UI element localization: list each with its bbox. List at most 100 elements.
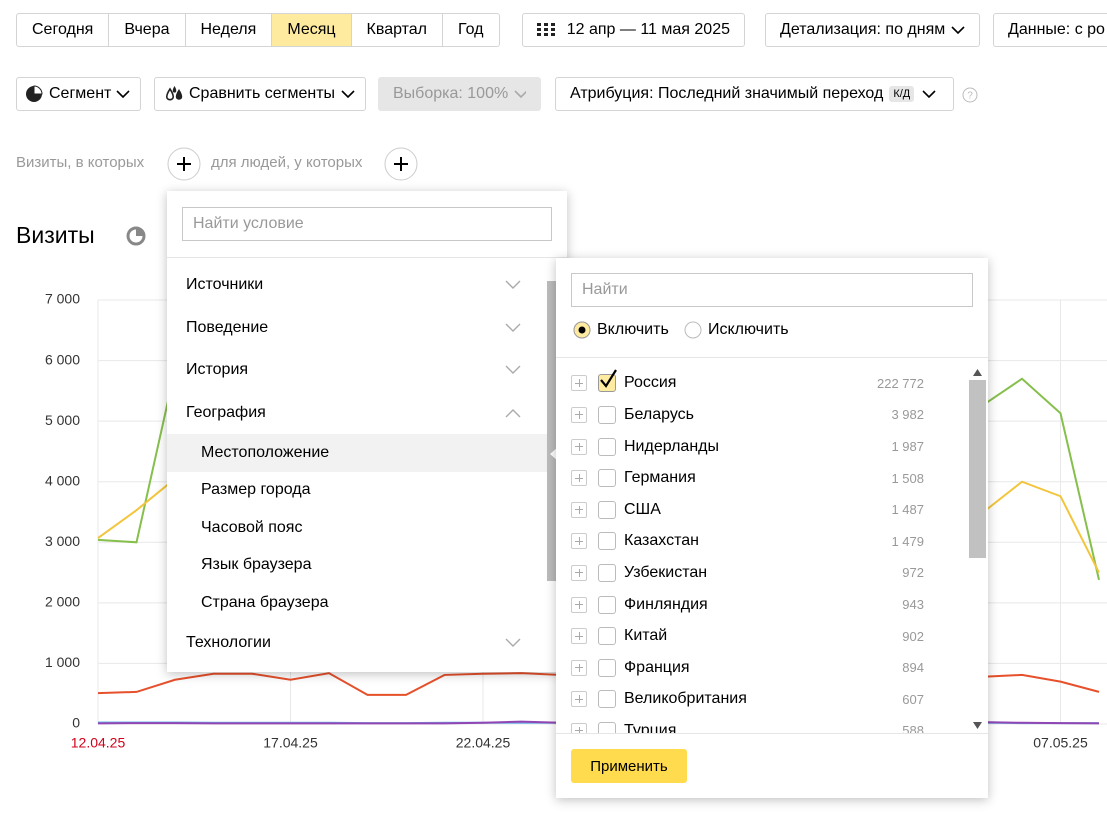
expand-icon[interactable] xyxy=(571,659,587,676)
value-row[interactable]: Казахстан 1 479 xyxy=(556,526,968,558)
condition-item[interactable]: Местоположение xyxy=(167,434,547,472)
radio-ring xyxy=(684,321,702,339)
expand-icon[interactable] xyxy=(571,470,587,487)
value-name: Китай xyxy=(624,627,668,645)
sample-button: Выборка: 100% xyxy=(378,77,541,111)
value-search[interactable]: Найти xyxy=(571,273,973,307)
expand-icon[interactable] xyxy=(571,501,587,518)
condition-item[interactable]: Страна браузера xyxy=(201,593,329,611)
checkbox[interactable] xyxy=(598,532,616,551)
compare-button[interactable]: Сравнить сегменты xyxy=(154,77,366,111)
checkbox[interactable] xyxy=(598,563,616,582)
drops-icon xyxy=(166,86,183,101)
expand-icon[interactable] xyxy=(571,375,587,392)
sample-label: Выборка: 100% xyxy=(393,85,509,102)
period-button[interactable]: Сегодня xyxy=(17,14,110,46)
value-row[interactable]: США 1 487 xyxy=(556,494,968,526)
expand-icon[interactable] xyxy=(571,533,587,550)
period-button[interactable]: Год xyxy=(458,21,484,38)
y-tick-label: 2 000 xyxy=(45,594,80,610)
period-button[interactable]: Вчера xyxy=(109,14,186,46)
date-range-button[interactable]: 12 апр — 11 мая 2025 xyxy=(522,13,745,47)
condition-search[interactable]: Найти условие xyxy=(182,207,552,241)
expand-icon[interactable] xyxy=(571,691,587,708)
value-name: Россия xyxy=(624,374,677,392)
detail-button[interactable]: Детализация: по дням xyxy=(765,13,980,47)
check-mark xyxy=(600,369,617,389)
checkbox[interactable] xyxy=(598,500,616,519)
x-tick-label: 12.04.25 xyxy=(71,735,126,751)
data-source-button[interactable]: Данные: с ро xyxy=(993,13,1107,47)
checkbox[interactable] xyxy=(598,369,617,393)
checkbox[interactable] xyxy=(598,405,616,424)
period-button[interactable]: Неделя xyxy=(186,14,273,46)
add-visit-condition[interactable] xyxy=(167,147,201,181)
value-row[interactable]: Россия 222 772 xyxy=(556,368,968,400)
attribution-button[interactable]: Атрибуция: Последний значимый переход К/… xyxy=(555,77,954,111)
condition-item[interactable]: Часовой пояс xyxy=(201,518,303,536)
checkbox[interactable] xyxy=(598,595,616,614)
period-button[interactable]: Квартал xyxy=(352,14,444,46)
series-line xyxy=(97,672,1100,696)
expand-icon[interactable] xyxy=(571,564,587,581)
series-line xyxy=(97,369,1100,581)
expand-icon[interactable] xyxy=(571,438,587,455)
value-row[interactable]: Германия 1 508 xyxy=(556,462,968,494)
checkbox[interactable] xyxy=(598,437,616,456)
value-count: 607 xyxy=(902,691,924,707)
condition-item[interactable]: Размер города xyxy=(201,481,311,499)
checkbox[interactable] xyxy=(598,469,616,488)
period-button[interactable]: Месяц xyxy=(272,14,352,46)
scrollbar[interactable] xyxy=(547,281,556,581)
value-row[interactable]: Китай 902 xyxy=(556,620,968,652)
date-range: 12 апр — 11 мая 2025 xyxy=(566,21,730,38)
expand-icon[interactable] xyxy=(571,406,587,423)
condition-group[interactable]: География xyxy=(167,392,547,435)
checkbox[interactable] xyxy=(598,721,616,733)
compare-label: Сравнить сегменты xyxy=(188,85,336,102)
condition-group[interactable]: История xyxy=(167,349,547,392)
group-label: Поведение xyxy=(186,318,269,336)
expand-icon[interactable] xyxy=(571,722,587,733)
add-people-condition[interactable] xyxy=(384,147,418,181)
checkbox[interactable] xyxy=(598,627,616,646)
exclude-option[interactable]: Исключить xyxy=(684,321,789,339)
value-list: Россия 222 772 Беларусь 3 982 Нидерланды 1 98… xyxy=(556,365,968,733)
value-row[interactable]: Финляндия 943 xyxy=(556,589,968,621)
series-line xyxy=(97,720,1100,725)
divider xyxy=(556,357,988,358)
conditions-menu: Найти условие Источники Поведение История Г… xyxy=(167,191,567,672)
sampling-icon[interactable] xyxy=(126,226,146,246)
include-option[interactable]: Включить xyxy=(573,321,669,339)
chevron xyxy=(505,408,521,418)
value-row[interactable]: Беларусь 3 982 xyxy=(556,399,968,431)
chevron xyxy=(341,90,355,99)
expand-icon[interactable] xyxy=(571,628,587,645)
condition-group[interactable]: Поведение xyxy=(167,307,547,350)
y-tick-label: 6 000 xyxy=(45,351,80,367)
value-row[interactable]: Нидерланды 1 987 xyxy=(556,431,968,463)
expand-icon[interactable] xyxy=(571,596,587,613)
help-icon[interactable]: ? xyxy=(962,87,978,103)
value-count: 3 982 xyxy=(891,407,924,423)
checkbox[interactable] xyxy=(598,690,616,709)
condition-item[interactable]: Язык браузера xyxy=(201,556,312,574)
value-row[interactable]: Великобритания 607 xyxy=(556,684,968,716)
checkbox[interactable] xyxy=(598,658,616,677)
condition-group[interactable]: Технологии xyxy=(167,622,547,665)
people-filter-label: для людей, у которых xyxy=(211,154,363,171)
value-row[interactable]: Узбекистан 972 xyxy=(556,557,968,589)
value-count: 943 xyxy=(902,597,924,613)
value-scrollbar[interactable] xyxy=(969,365,986,733)
value-name: США xyxy=(624,500,661,518)
x-tick-label: 22.04.25 xyxy=(456,735,511,751)
value-row[interactable]: Франция 894 xyxy=(556,652,968,684)
value-count: 1 487 xyxy=(891,502,924,518)
segment-button[interactable]: Сегмент xyxy=(16,77,141,111)
value-row[interactable]: Турция 588 xyxy=(556,715,968,733)
y-tick-label: 3 000 xyxy=(45,533,80,549)
value-count: 894 xyxy=(902,660,924,676)
chevron xyxy=(922,90,936,99)
condition-group[interactable]: Источники xyxy=(167,264,547,307)
apply-button[interactable]: Применить xyxy=(571,749,687,783)
